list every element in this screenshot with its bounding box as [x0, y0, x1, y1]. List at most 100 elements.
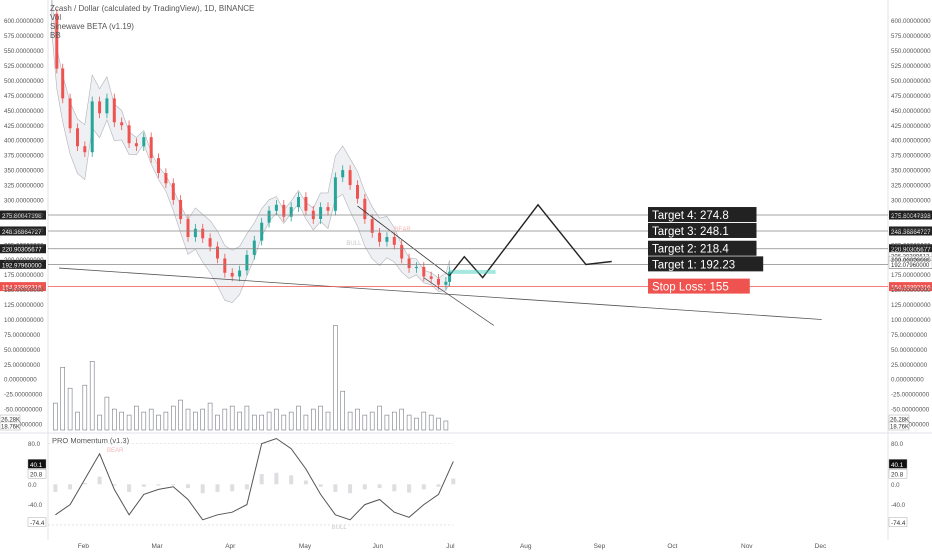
y-tick-right: -25.00000000 — [891, 392, 930, 399]
oscillator-histogram-bar — [392, 484, 397, 492]
oscillator-histogram-bar — [362, 484, 367, 490]
candle-body — [245, 254, 249, 271]
volume-bar — [178, 399, 183, 431]
level-axis-tag-left — [0, 259, 46, 269]
candle-body — [437, 278, 440, 285]
y-tick-left: 525.00000000 — [4, 63, 44, 70]
y-tick-right: 575.00000000 — [891, 33, 931, 40]
volume-bar — [89, 360, 95, 431]
candle-body — [238, 270, 242, 277]
candle-body — [76, 128, 79, 147]
oscillator-histogram-bar — [377, 484, 382, 489]
y-tick-left: 450.00000000 — [4, 108, 44, 115]
oscillator-histogram-bar — [127, 484, 132, 492]
level-label-text: Target 1: 192.23 — [652, 259, 735, 271]
level-axis-text-right: 248.36864727 — [891, 229, 931, 236]
oscillator-histogram-bar — [200, 484, 205, 494]
extra-axis-text: 192.07960000 — [891, 263, 930, 269]
candle-body — [112, 98, 116, 123]
volume-bar — [97, 414, 102, 431]
osc-value-tag-right — [888, 469, 908, 479]
candle-body — [252, 240, 256, 255]
oscillator-histogram-bar — [68, 484, 73, 490]
volume-bar — [104, 396, 110, 431]
volume-bar — [288, 411, 294, 431]
volume-bar — [252, 414, 257, 431]
level-axis-text-left: 275.80047398 — [2, 213, 42, 220]
volume-bar — [229, 405, 235, 431]
candle-body — [297, 197, 300, 208]
y-tick-left: 500.00000000 — [4, 78, 44, 85]
osc-y-tick-right: -40.0 — [891, 502, 906, 509]
volume-bar — [436, 417, 441, 431]
level-axis-tag-left — [0, 226, 46, 236]
x-tick-label: Dec — [815, 543, 827, 550]
level-axis-text-right: 154.33392316 — [891, 285, 931, 292]
level-axis-tag-right — [889, 282, 932, 292]
wedge-extension-line — [423, 277, 495, 326]
legend-indicator-sinewave: Sinewave BETA (v1.19) — [50, 22, 134, 31]
level-axis-tag-right — [889, 244, 932, 254]
volume-bar — [266, 411, 272, 431]
y-tick-right: 250.00000000 — [891, 227, 931, 234]
y-tick-right: 500.00000000 — [891, 78, 931, 85]
volume-bar — [391, 411, 397, 431]
volume-bar — [347, 411, 353, 431]
oscillator-histogram-bar — [436, 484, 441, 487]
candle-body — [105, 98, 109, 114]
candle-body — [230, 272, 234, 277]
volume-bar — [428, 414, 434, 431]
oscillator-histogram-bar — [318, 484, 323, 487]
volume-bar — [185, 408, 191, 431]
oscillator-histogram-bar — [274, 472, 279, 485]
y-tick-left: 225.00000000 — [4, 242, 44, 249]
level-axis-text-right: 275.80047398 — [891, 213, 931, 220]
y-tick-left: 325.00000000 — [4, 183, 44, 190]
y-tick-right: 0.00000000 — [891, 377, 924, 384]
candle-body — [193, 228, 197, 238]
projection-path — [449, 203, 612, 279]
volume-bar — [237, 411, 242, 431]
oscillator-histogram-bar — [215, 484, 220, 492]
y-tick-right: 475.00000000 — [891, 93, 931, 100]
candle-body — [414, 266, 418, 269]
candle-body — [120, 122, 124, 126]
y-tick-right: 350.00000000 — [891, 168, 931, 175]
osc-value-tag-left — [27, 459, 47, 469]
y-tick-right: 50.00000000 — [891, 347, 928, 354]
osc-value-text-right: 20.8 — [891, 472, 904, 479]
volume-bar — [421, 411, 427, 431]
candle-body — [134, 143, 138, 147]
volume-bar — [141, 411, 147, 431]
volume-bar — [384, 414, 390, 431]
candle-body — [61, 68, 65, 99]
y-tick-right: 550.00000000 — [891, 48, 931, 55]
level-label-box — [648, 256, 764, 272]
osc-value-tag-left — [27, 469, 47, 479]
oscillator-histogram-bar — [244, 484, 249, 490]
y-tick-right: 325.00000000 — [891, 183, 931, 190]
level-axis-tag-left — [0, 210, 46, 220]
y-tick-left: 275.00000000 — [4, 212, 44, 219]
volume-bar — [119, 411, 124, 431]
y-tick-left: 100.00000000 — [4, 317, 44, 324]
y-tick-left: 375.00000000 — [4, 153, 44, 160]
level-axis-text-left: 154.33392316 — [2, 285, 42, 292]
oscillator-histogram-bar — [451, 478, 456, 485]
volume-text-left: 26.28K — [1, 418, 20, 424]
volume-bar — [126, 414, 132, 431]
y-tick-left: 475.00000000 — [4, 93, 44, 100]
y-tick-right: 450.00000000 — [891, 108, 931, 115]
level-axis-text-left: 220.90305677 — [2, 247, 42, 254]
candle-body — [392, 237, 396, 245]
volume-bar — [414, 417, 419, 431]
candle-body — [326, 207, 330, 211]
volume-bar — [281, 414, 287, 431]
annotation-bull: BULL — [346, 241, 362, 247]
candle-body — [157, 158, 160, 173]
y-tick-right: 400.00000000 — [891, 138, 931, 145]
oscillator-histogram-bar — [230, 484, 235, 492]
x-tick-label: Nov — [741, 543, 753, 550]
y-tick-left: -50.00000000 — [4, 407, 43, 414]
